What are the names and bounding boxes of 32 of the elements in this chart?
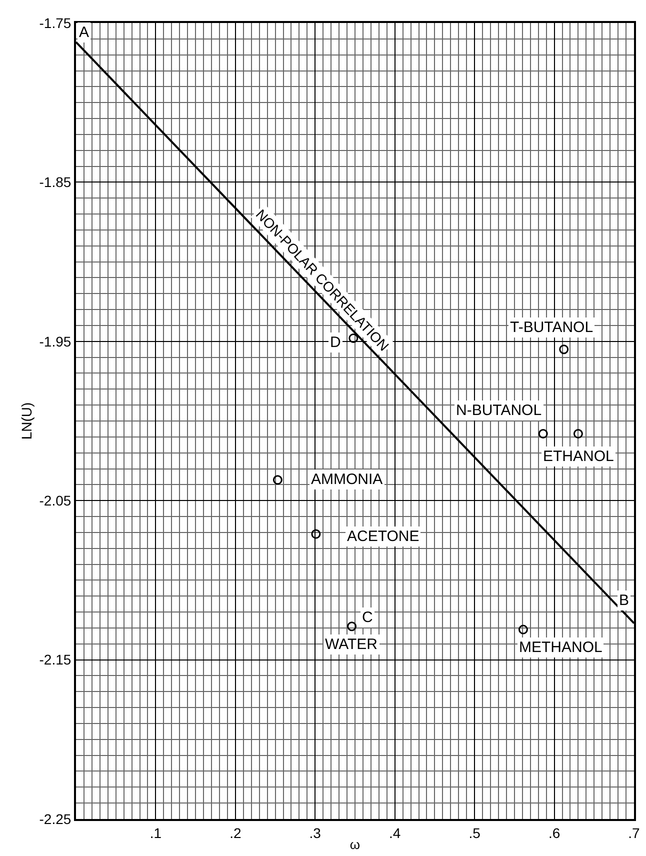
point: [518, 624, 528, 634]
x-axis-title: ω: [350, 836, 360, 852]
annotation: ETHANOL: [543, 448, 614, 465]
y-tick-label: -1.95: [39, 333, 72, 350]
annotation: B: [619, 592, 630, 609]
annotation: AMMONIA: [311, 471, 383, 488]
x-tick-label: .3: [309, 824, 322, 841]
annotation: C: [362, 609, 373, 626]
annotation: METHANOL: [519, 639, 602, 656]
point: [573, 428, 583, 438]
x-tick-label: .5: [468, 824, 481, 841]
annotation: ACETONE: [347, 528, 420, 545]
y-tick-label: -2.15: [39, 652, 72, 668]
point: [559, 344, 569, 354]
point: [311, 529, 321, 539]
annotation: T-BUTANOL: [510, 319, 594, 336]
annotation: A: [79, 24, 90, 41]
x-tick-label: .1: [150, 824, 162, 841]
y-tick-label: -2.05: [39, 492, 72, 508]
y-tick-label: -1.75: [39, 14, 72, 31]
y-axis-title: LN(U): [18, 402, 34, 440]
y-tick-label: -1.85: [39, 174, 72, 190]
x-tick-label: .4: [389, 824, 401, 841]
annotation: WATER: [325, 636, 378, 653]
x-tick-label: .2: [230, 824, 242, 841]
x-tick-label: .7: [628, 824, 640, 841]
point: [272, 475, 282, 485]
point: [538, 428, 548, 438]
x-tick-label: .6: [548, 824, 560, 841]
point: [347, 622, 357, 632]
annotation: N-BUTANOL: [456, 402, 542, 419]
y-tick-label: -2.25: [39, 810, 72, 827]
